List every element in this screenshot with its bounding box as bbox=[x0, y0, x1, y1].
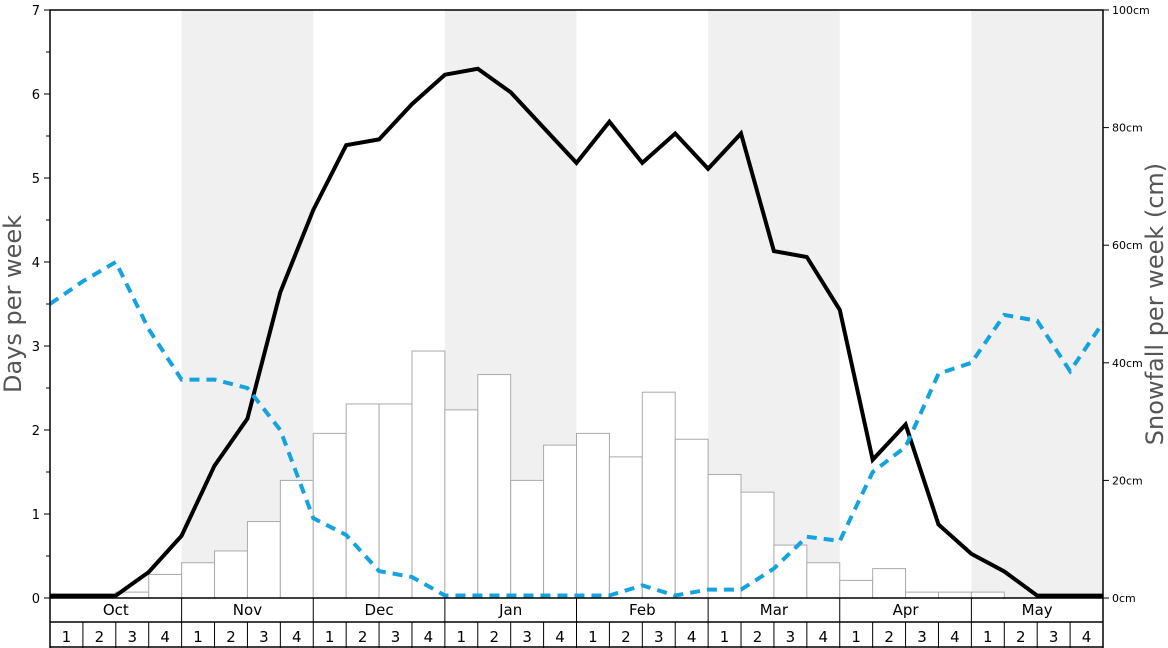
snowfall-bar bbox=[707, 474, 742, 599]
week-label: 1 bbox=[720, 628, 730, 646]
week-label: 3 bbox=[127, 628, 137, 646]
left-tick-label: 1 bbox=[32, 508, 40, 523]
right-tick-label: 40cm bbox=[1112, 357, 1143, 370]
week-label: 1 bbox=[851, 628, 861, 646]
week-label: 4 bbox=[292, 628, 302, 646]
month-label: Nov bbox=[233, 601, 262, 619]
snowfall-bar bbox=[641, 391, 676, 599]
snowfall-bars bbox=[115, 350, 1005, 599]
week-label: 4 bbox=[1082, 628, 1092, 646]
left-axis-title: Days per week bbox=[0, 215, 27, 393]
week-label: 4 bbox=[424, 628, 434, 646]
snowfall-bar bbox=[872, 568, 907, 599]
snowfall-bar bbox=[839, 579, 874, 599]
month-bands bbox=[181, 10, 1103, 598]
week-label: 2 bbox=[489, 628, 499, 646]
snowfall-bar bbox=[148, 573, 183, 599]
month-label: Oct bbox=[103, 601, 129, 619]
month-label: May bbox=[1022, 601, 1053, 619]
snowfall-bar bbox=[937, 591, 972, 599]
snowfall-bar bbox=[806, 562, 841, 599]
snowfall-bar bbox=[905, 591, 939, 599]
week-label: 3 bbox=[522, 628, 532, 646]
week-label: 2 bbox=[358, 628, 368, 646]
week-label: 4 bbox=[950, 628, 960, 646]
snowfall-bar bbox=[378, 403, 413, 599]
snowfall-bar bbox=[773, 544, 808, 599]
snowfall-bar bbox=[477, 374, 512, 599]
snowfall-bar bbox=[674, 438, 709, 599]
week-label: 3 bbox=[917, 628, 927, 646]
week-label: 4 bbox=[687, 628, 697, 646]
week-label: 1 bbox=[588, 628, 598, 646]
week-label: 1 bbox=[983, 628, 993, 646]
week-label: 1 bbox=[325, 628, 335, 646]
right-tick-label: 80cm bbox=[1112, 122, 1143, 135]
right-axis-title: Snowfall per week (cm) bbox=[1141, 163, 1168, 445]
week-label: 2 bbox=[226, 628, 236, 646]
days-per-week-line bbox=[48, 259, 1105, 598]
right-tick-label: 100cm bbox=[1112, 4, 1150, 17]
week-label: 2 bbox=[95, 628, 105, 646]
week-label: 4 bbox=[160, 628, 170, 646]
snowfall-bar bbox=[411, 350, 446, 599]
series-lines bbox=[48, 66, 1105, 598]
week-label: 3 bbox=[1049, 628, 1059, 646]
week-label: 3 bbox=[654, 628, 664, 646]
snowfall-bar bbox=[181, 562, 216, 599]
left-tick-label: 6 bbox=[32, 88, 40, 103]
snowfall-bar bbox=[312, 432, 347, 599]
week-label: 2 bbox=[884, 628, 894, 646]
month-band-may bbox=[971, 10, 1103, 598]
week-label: 2 bbox=[621, 628, 631, 646]
left-axis: 0 1 2 3 4 5 6 7 bbox=[32, 4, 50, 607]
month-label: Feb bbox=[629, 601, 656, 619]
snowfall-bar bbox=[345, 403, 380, 599]
snowfall-bar bbox=[576, 432, 610, 599]
snowfall-bar bbox=[970, 591, 1005, 599]
snowfall-bar bbox=[608, 456, 643, 599]
right-tick-label: 60cm bbox=[1112, 239, 1143, 252]
week-label: 4 bbox=[819, 628, 829, 646]
left-tick-label: 2 bbox=[32, 424, 40, 439]
left-tick-label: 3 bbox=[32, 340, 40, 355]
right-tick-label: 20cm bbox=[1112, 474, 1143, 487]
right-axis: 0cm 20cm 40cm 60cm 80cm 100cm bbox=[1103, 4, 1150, 605]
week-label: 1 bbox=[193, 628, 203, 646]
month-label: Mar bbox=[760, 601, 789, 619]
right-tick-label: 0cm bbox=[1112, 592, 1136, 605]
left-tick-label: 0 bbox=[32, 592, 40, 607]
snowfall-bar bbox=[246, 521, 281, 599]
week-label: 2 bbox=[753, 628, 763, 646]
snowfall-bar bbox=[740, 491, 775, 599]
snowfall-bar bbox=[279, 479, 314, 599]
snowfall-bar bbox=[510, 479, 545, 599]
week-label: 1 bbox=[62, 628, 72, 646]
week-label: 3 bbox=[391, 628, 401, 646]
left-tick-label: 4 bbox=[32, 256, 40, 271]
left-tick-label: 5 bbox=[32, 172, 40, 187]
bottom-axis: Oct 1 2 3 4 Nov 1 2 3 4 Dec 1 2 3 4 Jan 1 2 3 4 Feb 1 2 3 4 Mar 1 2… bbox=[49, 598, 1104, 648]
snowfall-bar bbox=[214, 550, 248, 599]
month-label: Apr bbox=[893, 601, 920, 619]
month-label: Jan bbox=[498, 601, 522, 619]
week-label: 1 bbox=[457, 628, 467, 646]
week-label: 2 bbox=[1016, 628, 1026, 646]
week-label: 3 bbox=[786, 628, 796, 646]
month-label: Dec bbox=[365, 601, 394, 619]
snowfall-bar bbox=[543, 444, 577, 599]
snow-depth-line bbox=[50, 66, 1103, 598]
left-tick-label: 7 bbox=[32, 4, 40, 19]
week-label: 4 bbox=[555, 628, 565, 646]
week-label: 3 bbox=[259, 628, 269, 646]
snowfall-bar bbox=[444, 409, 479, 599]
